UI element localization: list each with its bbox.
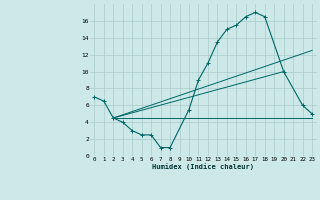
X-axis label: Humidex (Indice chaleur): Humidex (Indice chaleur) [152, 163, 254, 170]
